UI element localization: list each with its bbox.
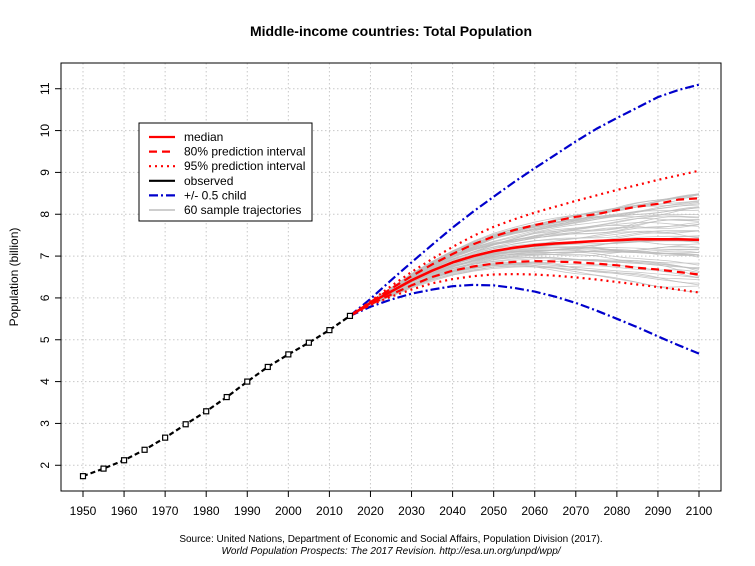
x-tick-label: 1950 — [70, 504, 97, 518]
x-tick-label: 2040 — [439, 504, 466, 518]
x-tick-label: 2100 — [686, 504, 713, 518]
observed-point — [223, 393, 230, 401]
plot-frame — [60, 62, 722, 492]
series-95-prediction-interval-upper — [349, 169, 700, 317]
observed-point — [203, 408, 210, 415]
legend-label: median — [184, 130, 223, 144]
y-tick-label: 10 — [38, 124, 52, 138]
x-tick-label: 2050 — [480, 504, 507, 518]
series--0-5-child-upper — [349, 83, 700, 317]
series-95-prediction-interval-lower — [349, 273, 700, 317]
observed-point — [326, 327, 333, 334]
y-axis-label: Population (billion) — [7, 228, 21, 327]
y-tick-label: 7 — [38, 252, 52, 259]
series--0-5-child-lower — [349, 283, 700, 355]
sample-trajectory — [349, 264, 700, 317]
observed-point — [264, 363, 271, 371]
x-tick-label: 2090 — [645, 504, 672, 518]
series-80-prediction-interval-lower — [349, 260, 700, 317]
sample-trajectory — [349, 222, 700, 317]
source-citation: World Population Prospects: The 2017 Rev… — [221, 546, 561, 557]
series-median — [349, 238, 700, 317]
y-tick-label: 2 — [38, 462, 52, 469]
x-tick-label: 2020 — [357, 504, 384, 518]
observed-point — [285, 351, 292, 358]
x-tick-label: 2010 — [316, 504, 343, 518]
y-tick-label: 3 — [38, 420, 52, 427]
x-tick-label: 1990 — [234, 504, 261, 518]
y-tick-label: 8 — [38, 211, 52, 218]
y-tick-label: 11 — [38, 82, 52, 95]
axes: 1950 1960 1970 1980 1990 2000 2010 2020 2030 2040… — [38, 82, 713, 518]
x-tick-label: 2080 — [604, 504, 631, 518]
y-tick-label: 5 — [38, 336, 52, 343]
y-tick-label: 9 — [38, 169, 52, 176]
legend-label: 95% prediction interval — [184, 159, 305, 173]
legend-label: observed — [184, 174, 233, 188]
chart-title: Middle-income countries: Total Populatio… — [250, 23, 532, 39]
observed-point — [120, 457, 128, 464]
observed-point — [79, 473, 87, 480]
series-lines — [79, 83, 700, 480]
observed-point — [244, 378, 251, 385]
sample-trajectory — [349, 250, 700, 317]
observed-point — [182, 421, 189, 428]
x-tick-label: 2070 — [562, 504, 589, 518]
x-tick-label: 2030 — [398, 504, 425, 518]
x-tick-label: 1960 — [111, 504, 138, 518]
observed-point — [305, 339, 312, 346]
observed-point — [100, 465, 107, 472]
y-tick-label: 4 — [38, 378, 52, 385]
x-tick-label: 2000 — [275, 504, 302, 518]
series-80-prediction-interval-upper — [349, 197, 700, 317]
legend-box — [138, 122, 313, 222]
x-tick-label: 1980 — [193, 504, 220, 518]
observed-point — [141, 446, 148, 453]
y-tick-label: 6 — [38, 294, 52, 301]
observed-point — [346, 312, 354, 320]
source-note: Source: United Nations, Department of Ec… — [179, 534, 602, 545]
legend-label: 80% prediction interval — [184, 145, 305, 159]
x-tick-label: 1970 — [152, 504, 179, 518]
x-tick-label: 2060 — [521, 504, 548, 518]
grid — [61, 63, 721, 491]
legend-label: 60 sample trajectories — [184, 203, 301, 217]
series-observed — [82, 314, 351, 478]
observed-point — [162, 434, 169, 441]
legend-label: +/- 0.5 child — [184, 188, 246, 202]
